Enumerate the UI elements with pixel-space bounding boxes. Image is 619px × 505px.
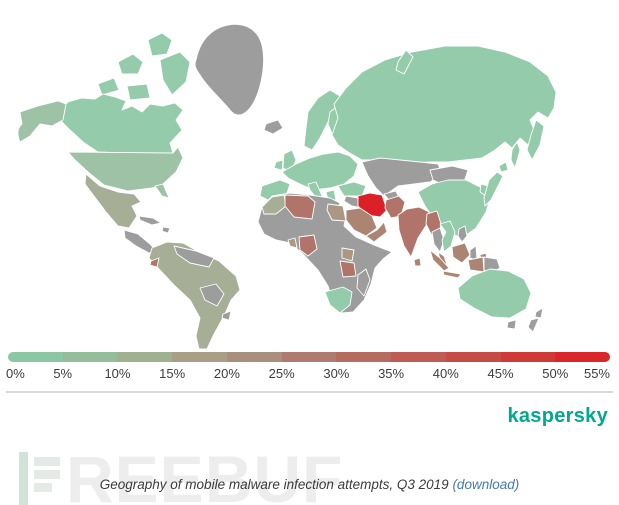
map-region-sakhalin [510, 141, 521, 169]
kaspersky-logo: kaspersky [507, 405, 608, 427]
map-region-thailand [431, 227, 445, 253]
caption-text: Geography of mobile malware infection at… [99, 477, 453, 492]
map-container [17, 23, 557, 350]
legend-tick-label: 45% [487, 366, 514, 381]
map-region-baffin-island [159, 51, 191, 96]
map-region-kenya [341, 247, 355, 262]
map-region-kamchatka [526, 119, 545, 161]
map-region-ghana [287, 237, 298, 249]
map-region-vietnam-laos [439, 220, 456, 253]
legend-tick-label: 30% [323, 366, 350, 381]
legend-segment-8 [391, 352, 446, 362]
legend-tick-label: 55% [583, 366, 610, 381]
freebuf-icon-vertical-bar [19, 452, 28, 505]
map-region-tanzania [339, 260, 357, 278]
legend-segment-5 [226, 352, 282, 362]
legend-segment-2 [62, 352, 118, 362]
map-region-yemen-oman [365, 221, 388, 243]
map-region-new-guinea-west [467, 256, 485, 273]
freebuf-watermark: REEBUF [19, 442, 344, 505]
map-region-australia [457, 268, 532, 319]
map-region-sulawesi [469, 245, 478, 261]
legend-segment-1 [8, 352, 63, 362]
map-region-madagascar [356, 268, 371, 297]
map-region-new-zealand-north [534, 307, 544, 319]
map-region-egypt [326, 203, 347, 222]
map-region-hispaniola [161, 226, 171, 234]
map-region-canada-arctic-3 [97, 77, 120, 96]
legend-segment-4 [172, 352, 227, 362]
map-region-canada-arctic-4 [126, 83, 151, 101]
map-region-java [442, 270, 462, 279]
legend-segment-6 [281, 352, 337, 362]
map-region-sri-lanka [413, 257, 422, 267]
map-region-ecuador [149, 257, 160, 268]
divider-line [6, 391, 613, 393]
legend-tick-label: 25% [268, 366, 295, 381]
map-region-japan [483, 171, 504, 207]
map-region-algeria [284, 194, 316, 220]
map-region-uruguay [221, 310, 232, 321]
map-region-canada [57, 93, 184, 154]
legend-ticks: 0% 5% 10% 15% 20% 25% 30% 35% 40% 45% 50% 55% [6, 366, 610, 382]
legend-gradient-bar [8, 352, 610, 362]
map-region-south-africa [324, 286, 353, 314]
map-region-novaya-zemlya [395, 49, 414, 75]
map-region-ireland [273, 159, 284, 171]
figure-caption: Geography of mobile malware infection at… [0, 477, 619, 492]
map-region-alaska [17, 100, 67, 143]
legend-segment-3 [117, 352, 173, 362]
map-region-greenland [194, 23, 265, 116]
legend: 0% 5% 10% 15% 20% 25% 30% 35% 40% 45% 50% 55% [6, 352, 610, 382]
map-region-hokkaido [498, 161, 509, 173]
map-region-india [397, 206, 430, 258]
legend-tick-label: 40% [432, 366, 459, 381]
map-region-turkey [337, 181, 367, 197]
legend-tick-label: 35% [378, 366, 405, 381]
legend-tick-label: 0% [6, 366, 25, 381]
legend-tick-label: 10% [104, 366, 131, 381]
map-region-russia [331, 45, 557, 165]
legend-segment-10 [500, 352, 556, 362]
legend-segment-9 [445, 352, 501, 362]
freebuf-watermark-text: REEBUF [66, 442, 344, 505]
map-region-canada-arctic-2 [117, 53, 144, 75]
map-region-europe-mainland [281, 151, 359, 191]
legend-tick-label: 20% [213, 366, 240, 381]
map-region-saudi-arabia [345, 207, 378, 237]
map-region-new-zealand-south [527, 317, 540, 333]
map-region-philippines [457, 225, 468, 243]
map-region-venezuela-guyanas [173, 245, 215, 268]
map-region-tasmania [506, 319, 517, 330]
freebuf-icon-stripe [34, 457, 60, 466]
map-region-iceland [263, 119, 284, 135]
download-link[interactable]: (download) [452, 477, 520, 492]
map-region-sumatra [429, 249, 450, 272]
world-map [17, 23, 557, 350]
legend-segment-7 [336, 352, 392, 362]
freebuf-icon-stripe [34, 483, 52, 492]
map-region-canada-arctic-1 [147, 32, 173, 57]
legend-tick-label: 50% [542, 366, 569, 381]
map-region-borneo [451, 242, 471, 264]
legend-segment-11 [555, 352, 610, 362]
map-region-florida [154, 183, 170, 199]
freebuf-icon-stripe [34, 470, 60, 479]
map-region-bolivia-paraguay [199, 283, 225, 307]
freebuf-icon-stripes [34, 457, 60, 496]
map-region-mexico [84, 173, 142, 229]
map-region-cuba [138, 215, 162, 226]
legend-tick-label: 15% [159, 366, 186, 381]
map-region-kazakhstan-central-asia [361, 157, 443, 197]
legend-tick-label: 5% [53, 366, 73, 381]
map-region-nigeria [298, 234, 318, 257]
map-region-iraq-syria [343, 195, 363, 209]
